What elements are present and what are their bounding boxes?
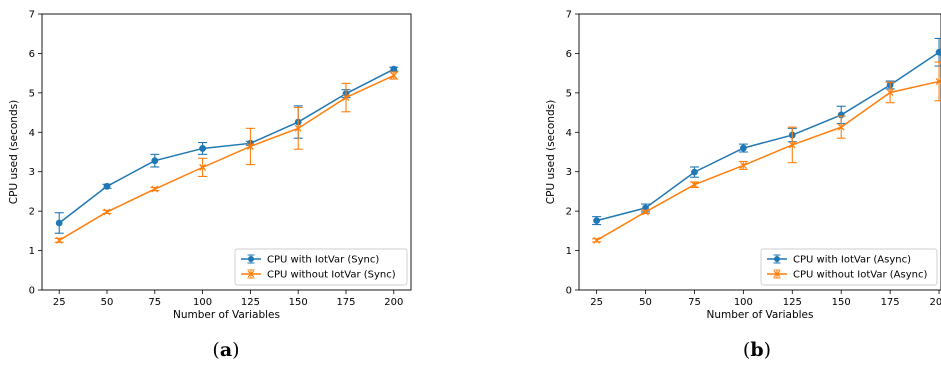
y-tick-label: 0: [29, 286, 35, 297]
panel-caption: (a): [212, 339, 239, 361]
legend-label: CPU with IotVar (Async): [793, 255, 911, 266]
data-point: [151, 157, 159, 165]
x-tick-label: 150: [289, 297, 308, 308]
series-with-iotvar: [592, 37, 941, 226]
data-point: [103, 182, 111, 190]
chart-panel-a: 25 50 75 100 125 150 175 200 0 1 2 3 4 5 6 7 Number of V…: [8, 10, 412, 361]
x-tick-label: 25: [590, 297, 603, 308]
legend-marker: [773, 270, 781, 278]
data-point: [935, 77, 941, 85]
data-point: [246, 143, 254, 150]
y-axis-label: CPU used (seconds): [8, 100, 20, 204]
x-tick-label: 200: [929, 297, 941, 308]
y-tick-label: 4: [29, 128, 35, 139]
x-tick-label: 50: [639, 297, 652, 308]
series-line: [58, 74, 395, 241]
x-tick-label: 50: [101, 297, 114, 308]
x-axis-label: Number of Variables: [707, 309, 814, 321]
plot-frame: [41, 13, 412, 291]
legend-box: [760, 248, 938, 286]
data-point: [390, 65, 398, 73]
x-tick-label: 125: [241, 297, 260, 308]
legend-marker: [774, 256, 780, 262]
y-tick-label: 2: [29, 207, 35, 218]
plot-frame: [578, 13, 941, 291]
series-line: [596, 80, 940, 241]
x-tick-label: 75: [688, 297, 701, 308]
legend-box: [234, 248, 408, 286]
data-point: [642, 208, 649, 216]
y-tick-label: 3: [29, 167, 35, 178]
y-tick-label: 6: [29, 49, 35, 60]
data-point: [199, 163, 207, 171]
y-tick-label: 6: [566, 49, 572, 60]
legend-label: CPU without IotVar (Async): [793, 270, 927, 281]
data-point: [837, 123, 845, 131]
series-with-iotvar: [54, 65, 399, 234]
data-point: [593, 236, 601, 244]
series-without-iotvar: [54, 71, 399, 244]
x-tick-label: 125: [783, 297, 802, 308]
y-tick-label: 7: [566, 10, 572, 21]
x-tick-label: 100: [734, 297, 753, 308]
data-point: [199, 145, 207, 152]
series-line: [596, 51, 940, 222]
x-tick-label: 175: [881, 297, 900, 308]
data-point: [55, 236, 63, 244]
x-tick-label: 200: [384, 297, 403, 308]
x-tick-label: 100: [193, 297, 212, 308]
panel-caption: (b): [743, 339, 771, 361]
data-point: [294, 124, 302, 132]
data-point: [690, 181, 698, 189]
data-point: [739, 161, 747, 169]
data-point: [788, 141, 796, 149]
legend-label: CPU with IotVar (Sync): [267, 255, 379, 266]
data-point: [935, 48, 941, 56]
legend-label: CPU without IotVar (Sync): [267, 270, 396, 281]
data-point: [691, 168, 698, 176]
legend-marker: [248, 256, 254, 262]
y-tick-label: 7: [29, 10, 35, 21]
x-axis-label: Number of Variables: [173, 309, 280, 321]
x-tick-label: 150: [832, 297, 851, 308]
legend: CPU with IotVar (Async) CPU without IotVa…: [760, 248, 938, 286]
x-tick-label: 175: [336, 297, 355, 308]
legend: CPU with IotVar (Sync) CPU without IotVar…: [234, 248, 408, 286]
x-tick-label: 25: [53, 297, 66, 308]
data-point: [103, 208, 111, 216]
y-tick-label: 0: [566, 286, 572, 297]
data-point: [390, 72, 398, 79]
y-axis-label: CPU used (seconds): [545, 100, 557, 204]
data-point: [151, 185, 159, 193]
y-tick-label: 1: [29, 246, 35, 257]
y-tick-label: 1: [566, 246, 572, 257]
y-tick-label: 2: [566, 207, 572, 218]
y-tick-label: 3: [566, 167, 572, 178]
series-line: [58, 68, 395, 224]
series-without-iotvar: [592, 61, 941, 244]
y-tick-label: 5: [29, 88, 35, 99]
y-tick-label: 5: [566, 88, 572, 99]
legend-marker: [247, 270, 255, 278]
data-point: [593, 217, 601, 225]
data-point: [55, 219, 63, 227]
data-point: [886, 89, 894, 96]
data-point: [342, 94, 350, 102]
chart-panel-b: 25 50 75 100 125 150 175 200 0 1 2 3 4 5 6 7 Number of V…: [545, 10, 941, 361]
data-point: [739, 144, 747, 152]
x-tick-label: 75: [148, 297, 161, 308]
y-tick-label: 4: [566, 128, 572, 139]
